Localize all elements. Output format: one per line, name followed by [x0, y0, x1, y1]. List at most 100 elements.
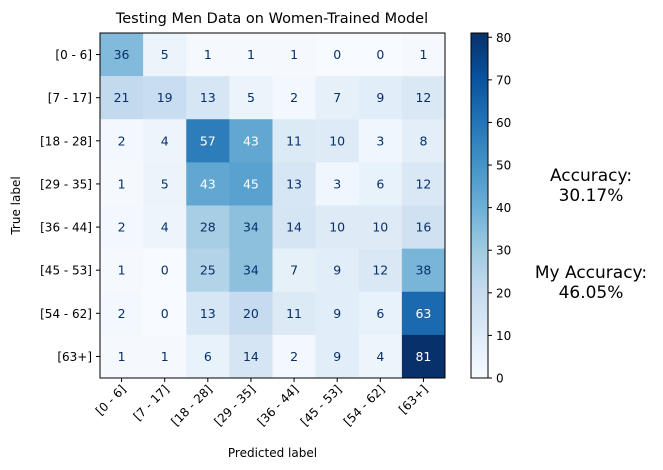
y-tick-label: [29 - 35]: [40, 177, 92, 191]
y-tick-label: [0 - 6]: [55, 48, 92, 62]
colorbar-ticks: 0 10 20 30 40 50 60 70 80: [488, 31, 511, 386]
cell-value-label: 9: [333, 306, 341, 321]
heatmap-cell: [143, 162, 187, 206]
heatmap-cell: [315, 76, 360, 120]
heatmap-cell: [401, 291, 446, 336]
y-tick-label: [54 - 62]: [40, 307, 92, 321]
accuracy-value: 30.17%: [558, 186, 624, 206]
accuracy-annotation: Accuracy: 30.17%: [516, 166, 663, 206]
heatmap-cell: [358, 119, 403, 163]
heatmap-cell: [229, 33, 273, 77]
my-accuracy-value: 46.05%: [558, 283, 624, 303]
heatmap-cell: [401, 33, 446, 77]
heatmap-cell: [272, 291, 316, 336]
heatmap-cell: [315, 248, 360, 293]
heatmap-cell: [186, 334, 230, 379]
cell-value-label: 43: [200, 176, 216, 191]
colorbar-tick-label: 40: [496, 201, 511, 215]
heatmap-cell: [315, 119, 360, 163]
cell-value-label: 9: [376, 90, 384, 105]
heatmap-cell: [143, 76, 187, 120]
x-tick-label: [18 - 28]: [168, 382, 215, 429]
heatmap-cell: [272, 248, 316, 293]
heatmap-cell: [358, 76, 403, 120]
cell-value-label: 1: [118, 263, 126, 278]
colorbar-tick-label: 70: [496, 73, 511, 87]
cell-value-label: 1: [118, 176, 126, 191]
cell-value-label: 2: [118, 306, 126, 321]
cell-value-label: 0: [376, 47, 384, 62]
y-tick-label: [45 - 53]: [40, 264, 92, 278]
x-tick-label: [63+]: [396, 382, 430, 416]
cell-value-label: 2: [290, 349, 298, 364]
heatmap-cell: [229, 119, 273, 163]
cell-value-label: 4: [376, 349, 384, 364]
x-tick-label: [0 - 6]: [93, 382, 129, 418]
cell-value-label: 12: [415, 176, 431, 191]
heatmap-cell: [358, 162, 403, 206]
cell-value-label: 1: [419, 47, 427, 62]
y-axis-ticks: [0 - 6] [7 - 17] [18 - 28] [29 - 35] [36 - 4…: [40, 48, 100, 364]
heatmap-cell: [143, 119, 187, 163]
heatmap-cell: [272, 205, 316, 249]
heatmap-cell: [272, 76, 316, 120]
cell-value-label: 25: [200, 263, 216, 278]
heatmap-cell: [186, 162, 230, 206]
cell-value-label: 6: [204, 349, 212, 364]
y-tick-label: [7 - 17]: [48, 91, 92, 105]
cell-value-label: 63: [415, 306, 431, 321]
heatmap-cell-labels: 36 5 1 1 1 0 0 121 19 13 5 2 7 9 122 4 57 43 11 10 3 81 5 43 45 1…: [114, 47, 432, 364]
cell-value-label: 8: [419, 133, 427, 148]
colorbar-tick-label: 60: [496, 116, 511, 130]
accuracy-label: Accuracy:: [549, 166, 633, 186]
cell-value-label: 0: [161, 263, 169, 278]
x-axis-ticks: [0 - 6] [7 - 17][18 - 28][29 - 35][36 - 4…: [93, 378, 431, 429]
cell-value-label: 2: [290, 90, 298, 105]
cell-value-label: 3: [376, 133, 384, 148]
heatmap-cell: [401, 248, 446, 293]
heatmap-cell: [143, 291, 187, 336]
cell-value-label: 10: [372, 220, 388, 235]
cell-value-label: 1: [204, 47, 212, 62]
heatmap-cell: [186, 248, 230, 293]
heatmap-cell: [186, 33, 230, 77]
heatmap-cell: [100, 76, 144, 120]
cell-value-label: 13: [200, 306, 216, 321]
heatmap-cell: [186, 119, 230, 163]
cell-value-label: 5: [161, 176, 169, 191]
cell-value-label: 81: [415, 349, 431, 364]
x-axis-label: Predicted label: [228, 446, 317, 460]
heatmap-cell: [100, 248, 144, 293]
my-accuracy-label: My Accuracy:: [534, 263, 648, 283]
y-tick-label: [18 - 28]: [40, 134, 92, 148]
cell-value-label: 9: [333, 263, 341, 278]
y-axis-label: True label: [9, 176, 23, 235]
chart-title: Testing Men Data on Women-Trained Model: [115, 11, 428, 27]
heatmap-cell: [229, 76, 273, 120]
cell-value-label: 36: [114, 47, 130, 62]
cell-value-label: 13: [200, 90, 216, 105]
colorbar-tick-label: 10: [496, 329, 511, 343]
heatmap-cell: [358, 248, 403, 293]
heatmap-cell: [143, 205, 187, 249]
x-tick-label: [54 - 62]: [341, 382, 388, 429]
heatmap-cell: [272, 334, 316, 379]
cell-value-label: 57: [200, 133, 216, 148]
cell-value-label: 34: [243, 263, 259, 278]
colorbar: [470, 32, 489, 379]
y-tick-label: [36 - 44]: [40, 221, 92, 235]
cell-value-label: 11: [286, 306, 302, 321]
cell-value-label: 12: [372, 263, 388, 278]
cell-value-label: 5: [161, 47, 169, 62]
cell-value-label: 45: [243, 176, 259, 191]
heatmap-cell: [100, 334, 144, 379]
heatmap-cell: [143, 33, 187, 77]
cell-value-label: 14: [243, 349, 259, 364]
heatmap-cell: [401, 119, 446, 163]
cell-value-label: 2: [118, 220, 126, 235]
cell-value-label: 1: [161, 349, 169, 364]
colorbar-tick-label: 0: [496, 372, 504, 386]
heatmap-cell: [100, 162, 144, 206]
cell-value-label: 6: [376, 306, 384, 321]
